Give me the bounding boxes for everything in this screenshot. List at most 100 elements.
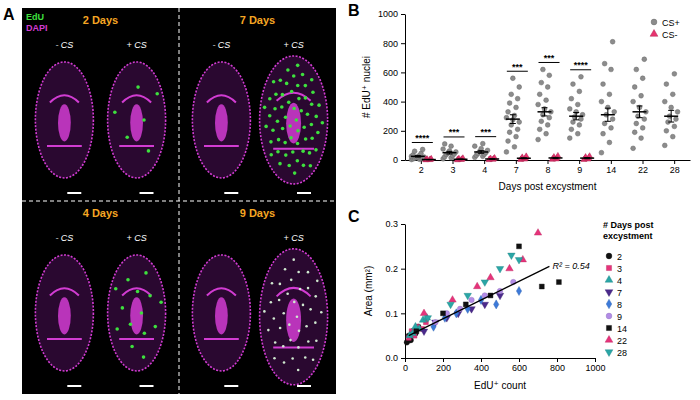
figure: A2 Days- CS+ CS7 Days- CS+ CS4 Days- CS+… [0,0,700,400]
error-bar-cap [573,112,579,113]
tick-label: 400 [474,363,489,373]
edu-dot [281,93,285,97]
tick-mark [401,358,405,359]
data-point [544,98,549,103]
edu-dot [315,339,318,342]
tick-mark [674,160,675,164]
data-point [609,67,614,72]
data-point [537,127,542,132]
data-point [642,117,647,122]
edu-dot [269,140,273,144]
error-bar [447,151,453,154]
edu-dot [268,97,272,101]
error-bar-cap [426,159,432,160]
edu-dot [136,290,140,294]
edu-dot [140,311,144,315]
edu-dot [114,287,118,291]
tick: 0.2 [385,264,405,274]
data-point [509,92,514,97]
data-point [664,82,669,87]
edu-dot [310,78,314,82]
data-point [599,150,604,155]
error-bar-cap [521,157,527,158]
worm-body [35,62,93,178]
edu-dot [278,299,281,302]
data-point [571,120,576,125]
tick-label: 800 [550,363,565,373]
tick: 22 [638,160,648,175]
significance-label: *** [512,62,523,72]
data-point [517,85,522,90]
error-bar-cap [489,158,495,159]
tick-label: 0 [403,363,408,373]
tick-mark [516,160,517,164]
data-point [517,120,522,125]
edu-dot [271,282,274,285]
data-point [631,99,636,104]
tick-label: 1000 [378,9,398,19]
panel-letter: A [3,6,15,23]
image-tile: 4 Days- CS+ CS [35,207,165,386]
mean-bar [443,152,457,154]
tick-mark [643,160,644,164]
tick: 400 [474,358,489,373]
edu-dot [125,135,129,139]
edu-dot [288,323,291,326]
edu-dot [291,357,294,360]
error-bar [458,158,464,160]
channel-label: DAPI [26,23,48,33]
error-bar-cap [668,122,674,123]
tick-label: 200 [436,363,451,373]
y-axis: 02004006008001000 [378,9,406,165]
data-point [662,143,667,148]
edu-dot [295,118,299,122]
error-bar-cap [521,158,527,159]
tick: 0.3 [385,219,405,229]
tick-label: 4 [482,165,487,175]
edu-dot [312,358,315,361]
worm-body [260,56,328,184]
worm-gut [204,95,239,146]
y-axis-title: # EdU⁺ nuclei [361,56,372,118]
data-point [612,109,617,114]
mean-bar [411,156,425,158]
worm-pharynx [215,297,228,334]
edu-dot [296,142,300,146]
worm-gut [119,95,154,146]
condition-label: - CS [212,40,230,50]
axis-line [405,15,406,161]
error-bar-line [607,108,608,121]
trend-line [409,266,550,335]
edu-dot [296,159,300,163]
tick-mark [401,102,405,103]
edu-dot [147,149,151,153]
worm-pharynx [215,104,228,141]
edu-dot [301,149,305,153]
worm [192,62,250,193]
tick: 14 [606,160,616,175]
data-point [577,123,582,128]
tick-mark [401,72,405,73]
data-point [494,300,499,309]
data-point [539,284,544,289]
mean-bar [517,157,531,159]
tick-mark [401,14,405,15]
edu-dot [143,331,147,335]
data-point [412,149,417,154]
worm [260,249,328,386]
edu-dot [148,294,152,298]
data-point [672,124,677,129]
error-bar-line [639,106,640,118]
annotation: R² = 0.54 [552,261,589,271]
tick: 800 [550,358,565,373]
worm-pharynx [130,104,143,141]
error-bar [489,158,495,160]
edu-dot [290,90,294,94]
edu-dot [263,310,266,313]
edu-dot [299,288,302,291]
condition-label: + CS [126,233,146,243]
data-point [634,121,639,126]
edu-dot [288,124,292,128]
legend-label: 3 [617,264,622,274]
edu-dot [136,85,140,89]
